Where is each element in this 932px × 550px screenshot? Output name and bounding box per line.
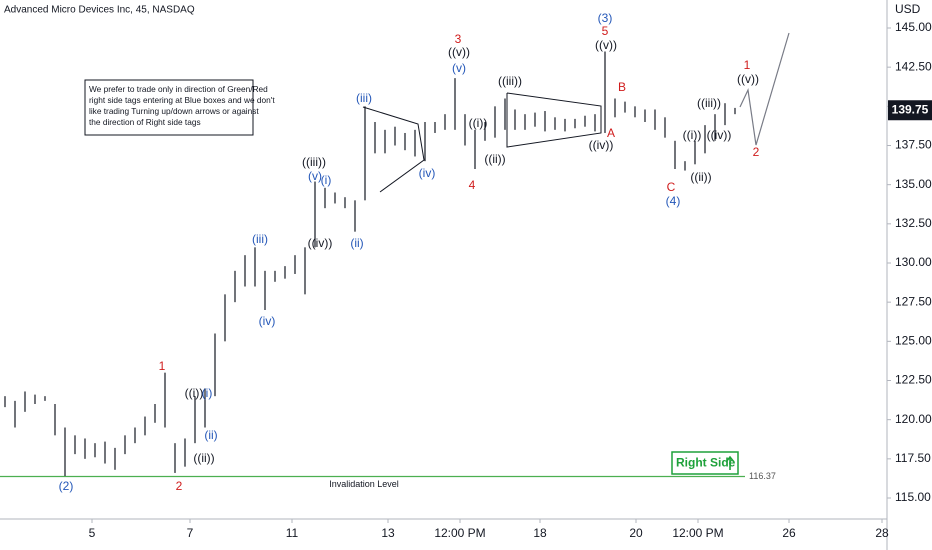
wave-label: B — [618, 80, 626, 94]
wave-label: ((i)) — [683, 128, 702, 142]
invalidation-value: 116.37 — [749, 471, 776, 481]
wave-label: (3) — [598, 11, 613, 25]
last-price-box — [888, 100, 932, 121]
wave-label: (4) — [666, 194, 681, 208]
right-side-arrow — [725, 455, 735, 470]
y-tick-label: 135.00 — [895, 177, 932, 191]
wave-label: (i) — [202, 386, 213, 400]
note-box: We prefer to trade only in direction of … — [84, 79, 275, 136]
last-price-label: 139.75 — [892, 102, 929, 116]
note-line: like trading Turning up/down arrows or a… — [89, 106, 259, 116]
note-line: We prefer to trade only in direction of … — [89, 84, 268, 94]
wave-label: (iv) — [419, 166, 436, 180]
y-tick-label: 122.50 — [895, 373, 932, 387]
triangles — [362, 92, 602, 193]
note-line: right side tags entering at Blue boxes a… — [89, 95, 275, 105]
wave-label: ((iv)) — [308, 236, 333, 250]
wave-label: C — [667, 180, 676, 194]
wave-label: (iii) — [356, 91, 372, 105]
x-tick-label: 12:00 PM — [434, 526, 485, 540]
wave-label: 2 — [176, 479, 183, 493]
wave-label: ((iii)) — [697, 96, 721, 110]
wave-label: 2 — [753, 145, 760, 159]
invalidation-label: Invalidation Level — [329, 479, 399, 489]
y-tick-label: 120.00 — [895, 412, 932, 426]
x-tick-label: 20 — [629, 526, 643, 540]
wave-label: (iv) — [259, 314, 276, 328]
y-tick-label: 130.00 — [895, 255, 932, 269]
x-tick-label: 28 — [875, 526, 889, 540]
x-tick-label: 7 — [187, 526, 194, 540]
wave-label: (v) — [452, 61, 466, 75]
wave-label: ((iii)) — [302, 155, 326, 169]
note-frame — [84, 79, 254, 136]
wave-label: ((v)) — [595, 38, 617, 52]
y-tick-label: 145.00 — [895, 20, 932, 34]
x-tick-label: 13 — [381, 526, 395, 540]
y-tick-label: 115.00 — [895, 490, 931, 504]
wave-label: ((v)) — [737, 72, 759, 86]
triangle-pattern — [506, 92, 602, 148]
wave-label: (v) — [308, 169, 322, 183]
x-tick-label: 11 — [286, 526, 299, 540]
wave-label: ((iv)) — [589, 138, 614, 152]
wave-label: 1 — [159, 359, 166, 373]
right-side-label: Right Side — [676, 456, 736, 470]
y-tick-label: 127.50 — [895, 294, 932, 308]
y-tick-label: 132.50 — [895, 216, 932, 230]
wave-label: ((iii)) — [498, 74, 522, 88]
right-side-box — [671, 451, 739, 475]
y-tick-label: 117.50 — [895, 451, 931, 465]
wave-label: ((v)) — [448, 45, 470, 59]
y-tick-label: 137.50 — [895, 138, 932, 152]
wave-label: ((ii)) — [484, 152, 505, 166]
wave-label: (iii) — [252, 232, 268, 246]
x-tick-label: 18 — [533, 526, 547, 540]
x-tick-label: 12:00 PM — [672, 526, 723, 540]
y-tick-label: 125.00 — [895, 334, 932, 348]
projection-line — [739, 32, 790, 146]
note-line: the direction of Right side tags — [89, 117, 201, 127]
x-tick-label: 5 — [89, 526, 96, 540]
wave-label: ((iv)) — [707, 128, 732, 142]
y-tick-label: 142.50 — [895, 59, 932, 73]
wave-label: ((i)) — [185, 386, 204, 400]
wave-label: ((ii)) — [193, 451, 214, 465]
wave-label: A — [607, 126, 615, 140]
wave-label: 4 — [469, 178, 476, 192]
wave-label: (2) — [59, 479, 74, 493]
chart-title: Advanced Micro Devices Inc, 45, NASDAQ — [4, 5, 195, 16]
wave-label: (i) — [321, 173, 332, 187]
wave-label: ((ii)) — [690, 170, 711, 184]
wave-label: (ii) — [204, 428, 217, 442]
wave-label: 3 — [455, 32, 462, 46]
wave-label: 5 — [602, 24, 609, 38]
wave-label: 1 — [744, 58, 751, 72]
wave-label: (ii) — [350, 236, 363, 250]
x-tick-label: 26 — [782, 526, 796, 540]
axis-unit: USD — [895, 2, 921, 16]
wave-label: ((i)) — [469, 116, 488, 130]
triangle-pattern — [362, 106, 425, 193]
